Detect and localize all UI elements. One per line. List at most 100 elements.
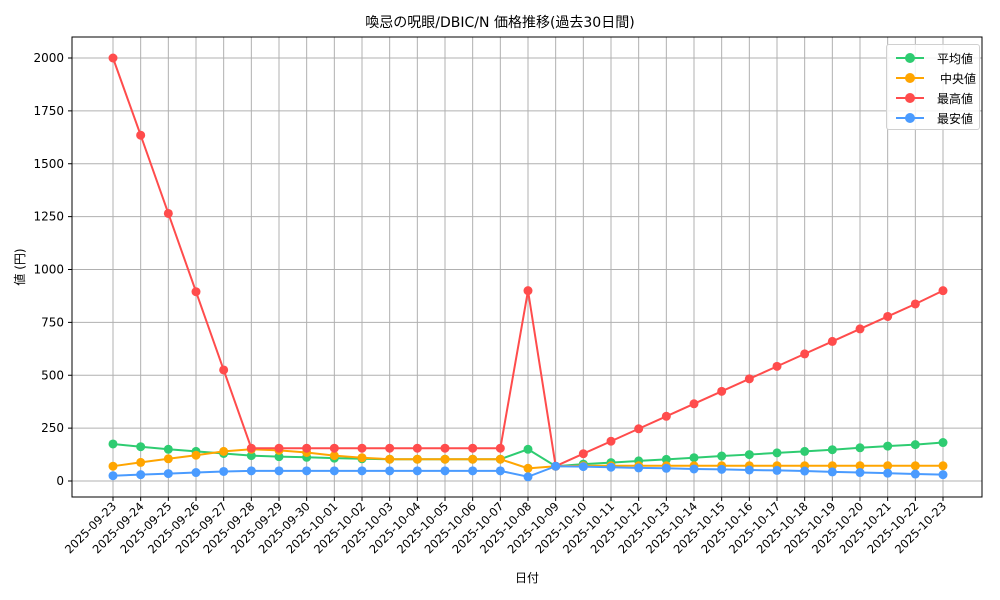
data-point: [329, 451, 339, 461]
data-point: [606, 462, 616, 472]
data-point: [385, 466, 395, 476]
data-point: [551, 461, 561, 471]
data-point: [468, 454, 478, 464]
data-point: [578, 449, 588, 459]
data-point: [412, 466, 422, 476]
y-tick-label: 1000: [33, 263, 64, 277]
data-point: [772, 361, 782, 371]
data-point: [772, 465, 782, 475]
data-point: [910, 469, 920, 479]
data-point: [191, 468, 201, 478]
data-point: [385, 443, 395, 453]
data-point: [883, 468, 893, 478]
data-point: [136, 130, 146, 140]
data-point: [163, 454, 173, 464]
y-tick-label: 250: [41, 421, 64, 435]
data-point: [827, 467, 837, 477]
data-point: [274, 466, 284, 476]
data-point: [606, 436, 616, 446]
data-point: [938, 461, 948, 471]
data-point: [163, 444, 173, 454]
legend-marker-icon: [905, 113, 915, 123]
data-point: [246, 466, 256, 476]
data-point: [634, 463, 644, 473]
data-point: [385, 454, 395, 464]
y-tick-label: 500: [41, 368, 64, 382]
data-point: [495, 466, 505, 476]
data-point: [219, 365, 229, 375]
data-point: [136, 442, 146, 452]
data-point: [357, 453, 367, 463]
legend: 平均値 中央値 最高値 最安値: [886, 44, 980, 130]
data-point: [274, 443, 284, 453]
data-point: [744, 450, 754, 460]
data-point: [661, 454, 671, 464]
data-point: [108, 471, 118, 481]
data-point: [523, 286, 533, 296]
data-point: [717, 464, 727, 474]
data-point: [910, 299, 920, 309]
legend-label: 中央値: [940, 72, 977, 86]
data-point: [855, 443, 865, 453]
data-point: [661, 411, 671, 421]
data-point: [440, 443, 450, 453]
data-point: [689, 464, 699, 474]
x-axis: 2025-09-232025-09-242025-09-252025-09-26…: [62, 497, 949, 556]
data-point: [440, 466, 450, 476]
chart-title: 喚忌の呪眼/DBIC/N 価格推移(過去30日間): [365, 15, 635, 31]
data-point: [689, 453, 699, 463]
data-point: [357, 443, 367, 453]
legend-marker-icon: [905, 73, 915, 83]
data-point: [800, 446, 810, 456]
data-point: [855, 468, 865, 478]
data-point: [468, 466, 478, 476]
data-point: [136, 457, 146, 467]
data-point: [523, 472, 533, 482]
data-point: [219, 446, 229, 456]
grid: [72, 37, 982, 497]
data-point: [938, 438, 948, 448]
data-point: [302, 466, 312, 476]
data-point: [883, 461, 893, 471]
data-point: [689, 399, 699, 409]
data-point: [744, 374, 754, 384]
y-tick-label: 0: [56, 474, 64, 488]
data-point: [717, 451, 727, 461]
data-point: [329, 443, 339, 453]
data-point: [717, 386, 727, 396]
data-point: [827, 336, 837, 346]
data-point: [440, 454, 450, 464]
legend-item-max: 最高値: [893, 88, 977, 108]
y-axis: 0 250 500 750 1000 1250 1500 1750 2000: [33, 51, 72, 488]
data-point: [246, 451, 256, 461]
y-tick-label: 1250: [33, 210, 64, 224]
axes-frame: [71, 36, 983, 498]
legend-label: 最安値: [937, 112, 974, 126]
data-point: [108, 53, 118, 63]
data-point: [938, 470, 948, 480]
data-point: [495, 443, 505, 453]
data-point: [412, 454, 422, 464]
data-point: [329, 466, 339, 476]
data-point: [136, 470, 146, 480]
y-tick-label: 1500: [33, 157, 64, 171]
legend-item-average: 平均値: [893, 48, 977, 68]
data-point: [772, 448, 782, 458]
data-point: [855, 324, 865, 334]
data-point: [523, 463, 533, 473]
data-point: [938, 286, 948, 296]
data-point: [412, 443, 422, 453]
y-tick-label: 750: [41, 315, 64, 329]
legend-marker-icon: [905, 53, 915, 63]
data-point: [274, 452, 284, 462]
legend-item-median: 中央値: [893, 68, 977, 88]
data-point: [108, 439, 118, 449]
data-point: [910, 461, 920, 471]
series-最安値: [108, 461, 948, 482]
data-point: [800, 466, 810, 476]
data-point: [163, 469, 173, 479]
y-tick-label: 2000: [33, 51, 64, 65]
data-point: [246, 443, 256, 453]
data-point: [910, 440, 920, 450]
